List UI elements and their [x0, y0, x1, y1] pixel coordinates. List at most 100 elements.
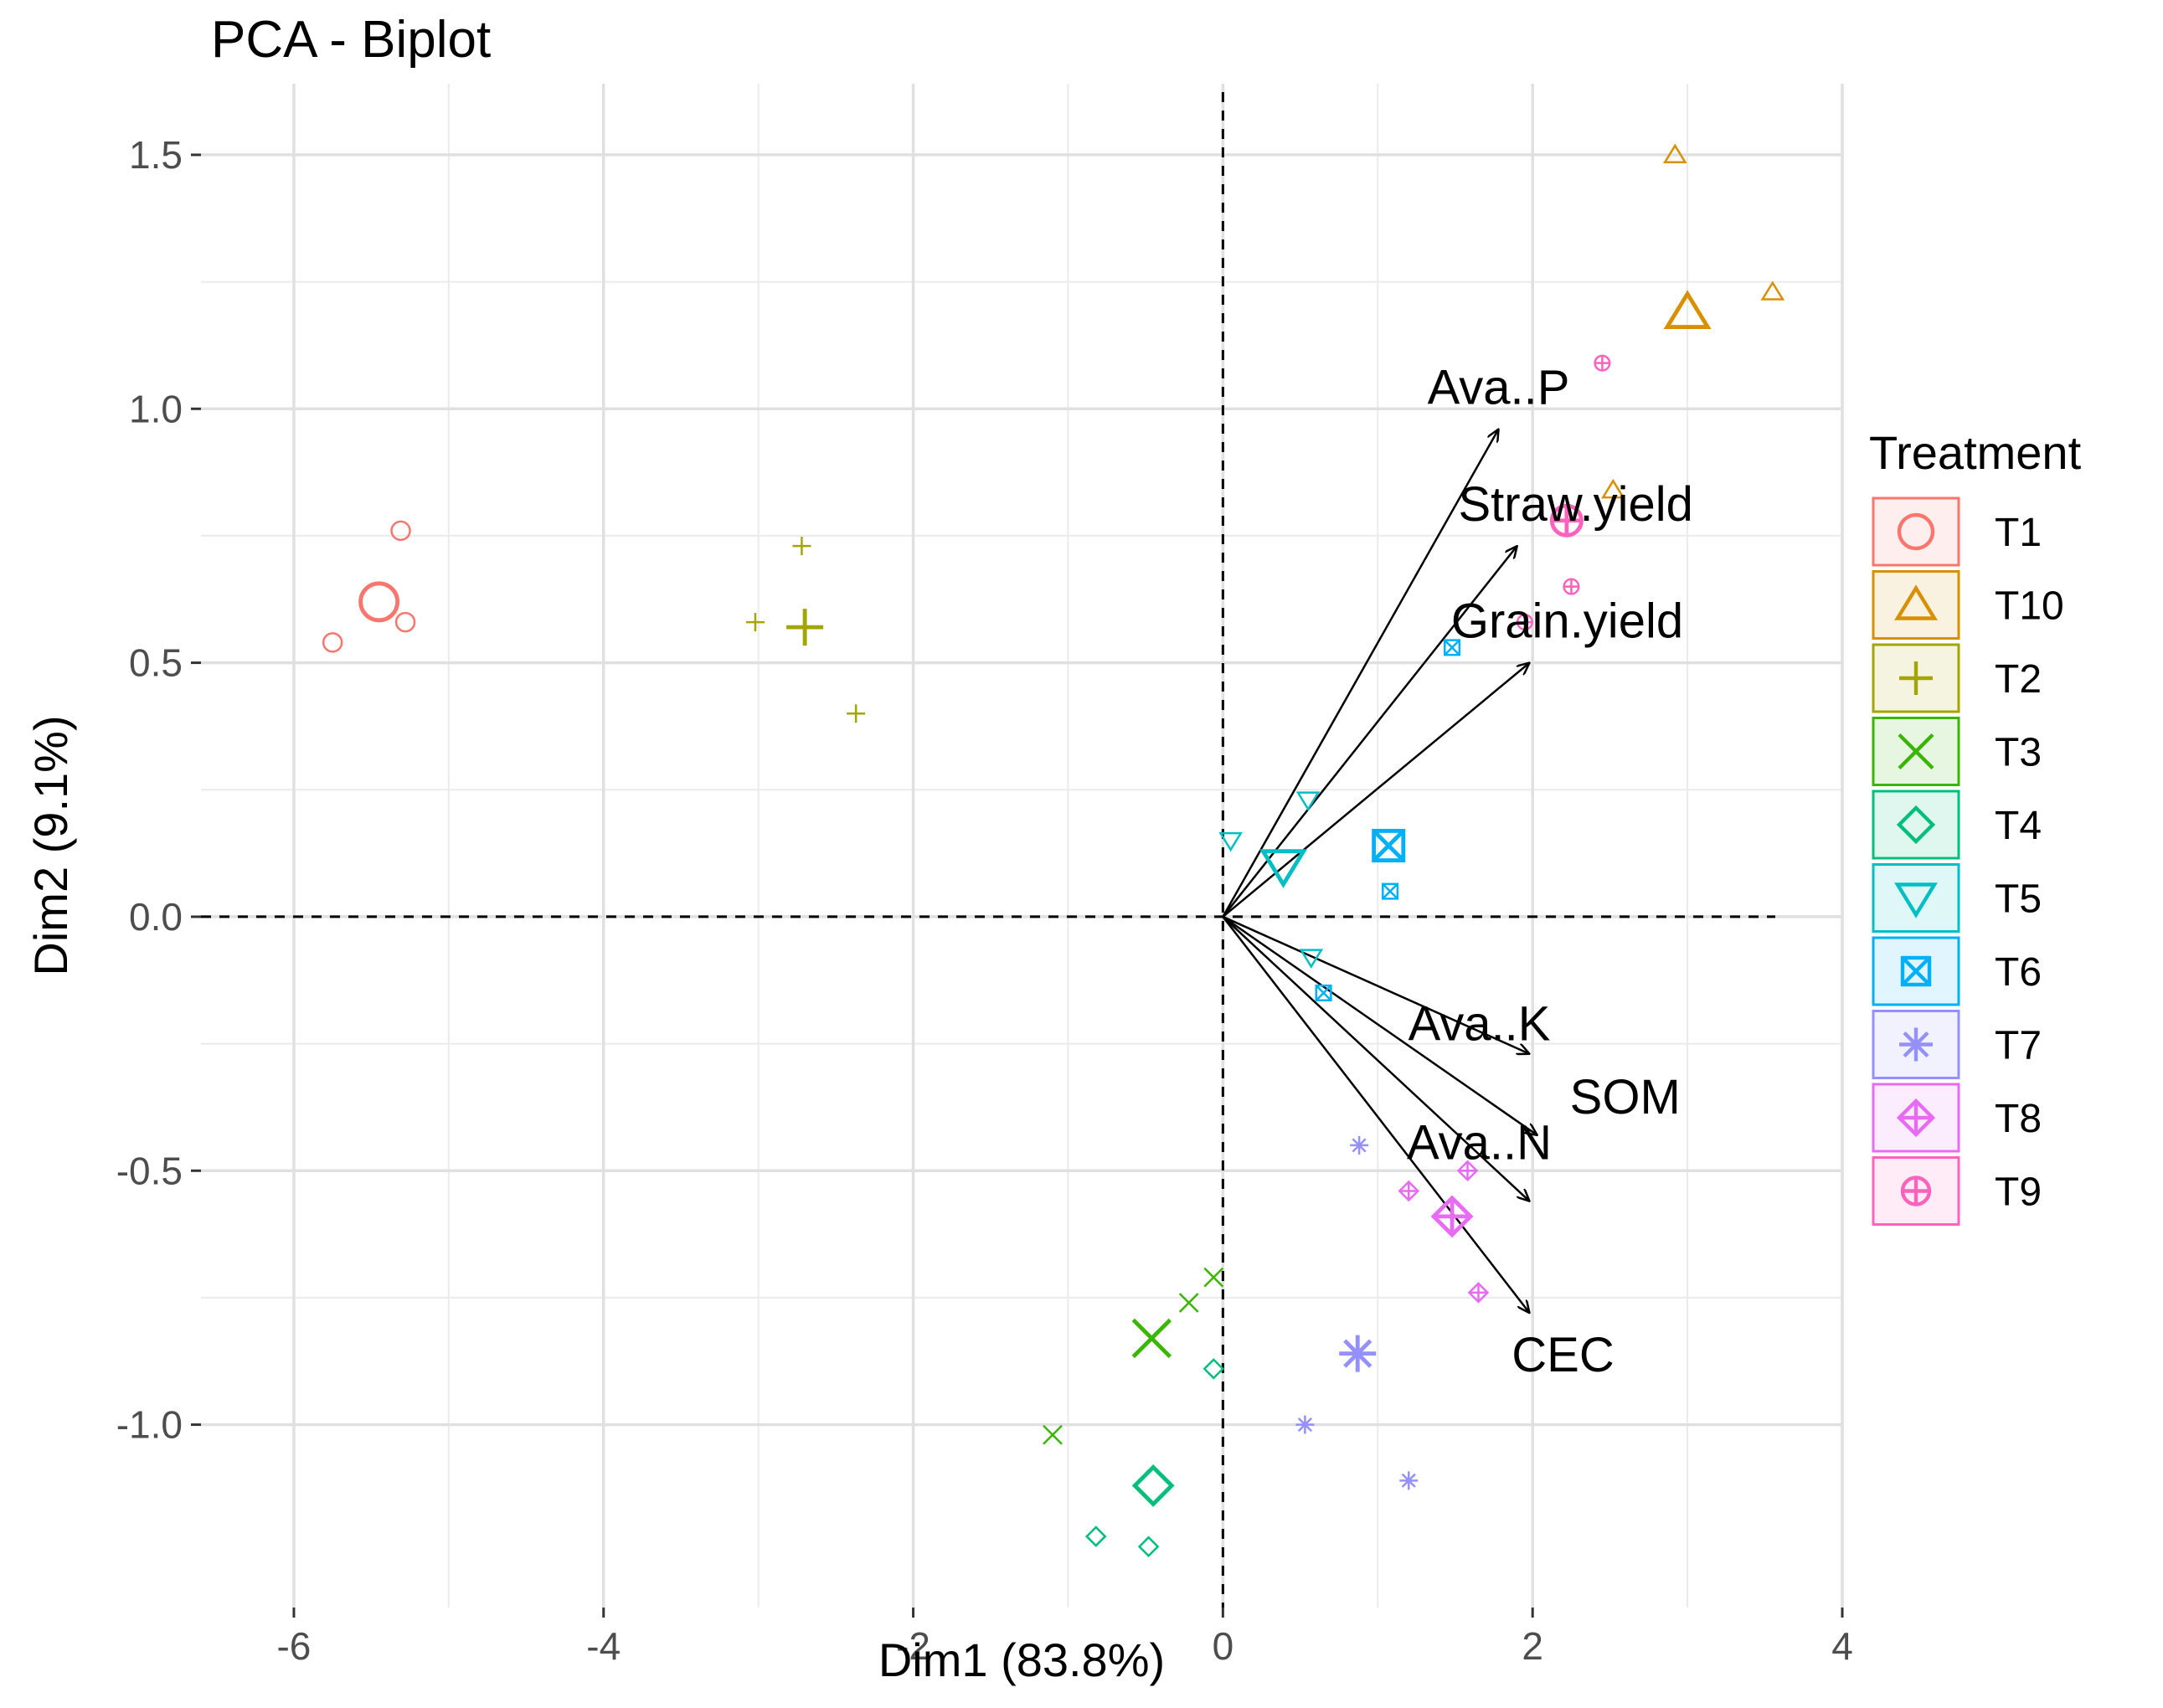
legend-label: T10: [1995, 584, 2064, 629]
legend-label: T9: [1995, 1170, 2042, 1215]
y-tick-label: -1.0: [116, 1403, 183, 1447]
variable-label: SOM: [1570, 1070, 1681, 1124]
variable-label: Ava..P: [1428, 361, 1570, 415]
point-t5: [1295, 791, 1321, 811]
point-t10: [1662, 143, 1687, 163]
arrow-cec: [1222, 916, 1529, 1313]
legend-label: T2: [1995, 657, 2042, 702]
shape-stroke: [390, 520, 411, 542]
shape-stroke: [1131, 1464, 1175, 1507]
point-t2: [847, 704, 866, 723]
legend-label: T6: [1995, 950, 2042, 995]
shape-stroke: [322, 632, 343, 653]
point-t3: [1043, 1424, 1063, 1445]
point-t4: [1084, 1525, 1107, 1547]
shape-stroke: [1297, 1417, 1312, 1433]
shape-stroke: [1084, 1525, 1107, 1547]
legend-symbol: [1899, 661, 1933, 695]
variable-label: CEC: [1512, 1328, 1614, 1382]
legend-symbol: [1899, 1027, 1933, 1062]
x-tick-label: 4: [1831, 1624, 1853, 1668]
point-t6: [1382, 882, 1399, 900]
shape-stroke: [1178, 1293, 1199, 1313]
point-t7: [1295, 1415, 1315, 1434]
legend-label: T8: [1995, 1097, 2042, 1141]
centroid-t5: [1259, 849, 1308, 888]
shape-stroke: [358, 581, 400, 623]
shape-stroke: [1131, 1318, 1172, 1359]
legend-label: T1: [1995, 511, 2042, 555]
shape-stroke: [1352, 1138, 1367, 1153]
centroid-t3: [1131, 1318, 1172, 1359]
shape-stroke: [1259, 849, 1308, 888]
x-axis-ticks: -6 -4 -2 0 2 4: [276, 1608, 1853, 1668]
point-t4: [1203, 1358, 1225, 1380]
plot-panel: [201, 84, 1842, 1608]
x-tick-label: 0: [1213, 1624, 1234, 1668]
point-t9: [1563, 578, 1580, 595]
legend-swatch: [1872, 863, 1960, 933]
legend-key-t1: [1872, 496, 1960, 567]
shape-stroke: [1315, 984, 1332, 1001]
reference-lines: [201, 92, 1775, 1608]
point-t1: [390, 520, 411, 542]
legend-symbol: [1900, 955, 1932, 987]
legend-key-t10: [1872, 570, 1960, 640]
shape-stroke: [1601, 478, 1625, 499]
legend-key-t5: [1872, 863, 1960, 933]
variable-label: Grain.yield: [1451, 594, 1683, 649]
legend-label: T5: [1995, 877, 2042, 922]
shape-stroke: [1295, 791, 1321, 811]
point-t5: [1218, 831, 1243, 852]
x-tick-label: -4: [586, 1624, 621, 1668]
variable-label: Ava..K: [1409, 997, 1551, 1052]
point-t2: [792, 537, 811, 556]
arrow-strawyield: [1222, 546, 1517, 918]
shape-stroke: [1903, 1031, 1929, 1058]
shape-stroke: [1203, 1267, 1224, 1288]
point-t10: [1601, 478, 1625, 499]
y-tick-label: 0.0: [129, 895, 183, 939]
variable-labels: Ava..P Straw.yield Grain.yield Ava..K SOM Ava…: [1407, 361, 1693, 1383]
x-tick-label: -6: [276, 1624, 311, 1668]
shape-stroke: [1382, 882, 1398, 900]
centroid-t9: [1549, 503, 1584, 538]
legend-key-t8: [1872, 1083, 1960, 1153]
arrow-avap: [1222, 430, 1498, 918]
point-t3: [1203, 1267, 1224, 1288]
legend-swatch: [1872, 790, 1960, 860]
legend-label: T7: [1995, 1024, 2042, 1068]
centroid-t10: [1663, 290, 1712, 330]
point-t6: [1443, 639, 1461, 656]
legend-key-t6: [1872, 936, 1960, 1006]
legend-key-t3: [1872, 717, 1960, 786]
shape-stroke: [1901, 956, 1931, 986]
point-t7: [1350, 1135, 1369, 1155]
arrow-avak: [1222, 915, 1529, 1054]
y-tick-label: 0.5: [129, 641, 183, 685]
legend-key-t4: [1872, 790, 1960, 860]
variable-arrows: [1222, 430, 1537, 1314]
legend-symbol: [1900, 1176, 1932, 1206]
point-t9: [1516, 614, 1533, 631]
legend: Treatment T1 T10 T2 T3 T4 T5 T6 T7 T8 T9: [1869, 426, 2082, 1226]
shape-stroke: [1663, 290, 1712, 330]
legend-label: T3: [1995, 731, 2042, 775]
chart-title: PCA - Biplot: [211, 11, 491, 69]
point-t10: [1760, 280, 1785, 301]
shape-stroke: [1896, 805, 1936, 845]
shape-stroke: [1372, 829, 1405, 862]
arrow-avan: [1222, 916, 1529, 1201]
legend-key-t9: [1872, 1156, 1960, 1226]
shape-stroke: [1894, 584, 1938, 620]
legend-symbol: [1894, 584, 1938, 620]
centroid-t6: [1372, 828, 1406, 863]
point-t8: [1456, 1160, 1479, 1182]
y-tick-label: 1.5: [129, 133, 183, 177]
y-axis-title: Dim2 (9.1%): [24, 715, 77, 975]
point-t9: [1594, 354, 1611, 372]
legend-key-t7: [1872, 1010, 1960, 1079]
y-axis-ticks: -1.0 -0.5 0.0 0.5 1.0 1.5: [116, 133, 201, 1447]
shape-stroke: [1137, 1536, 1160, 1557]
shape-stroke: [1760, 280, 1785, 301]
